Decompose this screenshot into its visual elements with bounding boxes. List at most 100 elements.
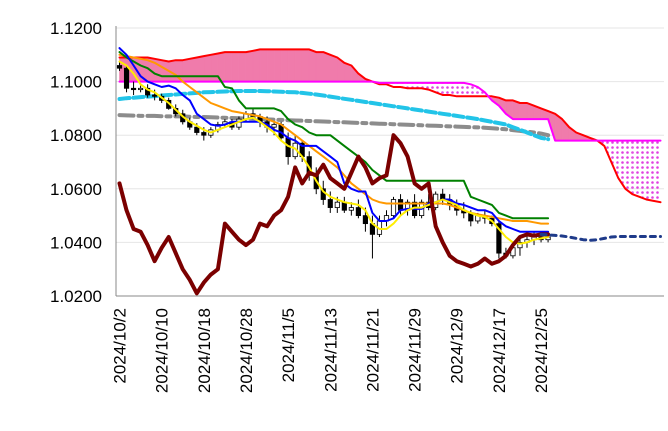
candle-body: [116, 65, 123, 69]
x-tick-label: 2024/10/10: [153, 308, 172, 393]
indicator-lines: [117, 48, 662, 204]
cloud-segment-9: [182, 58, 191, 82]
cloud-segment-20: [259, 49, 268, 82]
cloud-segment-48: [456, 82, 464, 97]
candle-body: [201, 132, 207, 136]
cloud-segment-75: [646, 140, 654, 201]
cloud-segment-42: [414, 82, 422, 89]
series-slow-ma: [118, 53, 550, 225]
cloud-segment-16: [231, 51, 240, 82]
candle-body: [271, 124, 277, 128]
candle-0: [116, 61, 123, 71]
cloud-segment-5: [154, 58, 162, 82]
cloud-segment-17: [238, 51, 247, 82]
candle-body: [152, 94, 158, 97]
y-tick-label: 1.0400: [50, 233, 102, 252]
y-tick-label: 1.0200: [50, 287, 102, 306]
candle-41: [404, 199, 411, 216]
x-tick-label: 2024/11/13: [321, 308, 340, 392]
candle-34: [355, 199, 361, 219]
candle-body: [355, 207, 361, 216]
cloud-segment-70: [611, 140, 619, 179]
series-cyan-ma: [117, 89, 551, 142]
candle-3: [138, 85, 144, 93]
candle-body: [517, 241, 523, 249]
candle-body: [130, 87, 137, 91]
candle-57: [517, 237, 523, 256]
candle-body: [327, 199, 333, 208]
cloud-segment-29: [323, 51, 331, 82]
y-tick-label: 1.1000: [50, 73, 102, 92]
cloud-segment-10: [189, 57, 198, 82]
candle-54: [496, 220, 502, 259]
candle-body: [334, 201, 340, 208]
candle-body: [138, 87, 144, 91]
x-tick-label: 2024/11/5: [279, 308, 298, 382]
x-tick-label: 2024/12/25: [532, 308, 551, 393]
y-tick-label: 1.1200: [50, 19, 102, 38]
cloud-segment-24: [287, 49, 296, 82]
series-span-a: [118, 80, 662, 142]
candle-body: [145, 87, 151, 96]
series-span-b: [118, 48, 662, 204]
cloud-segment-18: [245, 50, 254, 82]
cloud-segment-11: [196, 55, 205, 82]
cloud-segment-49: [463, 82, 471, 97]
x-tick-label: 2024/11/29: [406, 308, 425, 392]
candle-1: [123, 65, 130, 93]
candle-body: [496, 223, 502, 254]
cloud-segment-25: [294, 49, 303, 82]
candle-body: [362, 215, 368, 225]
candle-46: [440, 188, 446, 205]
x-axis-ticks: 2024/10/2 2024/10/10 2024/10/18 2024/10/28 2…: [111, 308, 552, 393]
candle-32: [341, 196, 347, 213]
cloud-segment-15: [224, 51, 233, 82]
candle-4: [145, 84, 151, 98]
series-conversion-line: [118, 47, 550, 233]
candle-30: [327, 191, 333, 213]
cloud-segment-47: [449, 82, 457, 97]
cloud-segment-21: [266, 49, 275, 82]
series-fast-ma: [118, 60, 550, 245]
x-tick-label: 2024/11/21: [363, 308, 382, 392]
cloud-segment-23: [280, 49, 289, 82]
cloud-segment-26: [301, 49, 310, 82]
series-forecast: [539, 232, 662, 242]
x-tick-label: 2024/12/17: [490, 308, 509, 393]
y-tick-label: 1.0600: [50, 180, 102, 199]
cloud-segment-41: [407, 82, 415, 89]
x-tick-label: 2024/10/28: [237, 308, 256, 393]
cloud-segment-28: [315, 51, 324, 82]
candle-42: [412, 194, 418, 219]
series-base-line: [118, 51, 550, 220]
candle-body: [348, 207, 354, 211]
cloud-segment-57: [519, 102, 528, 120]
series-lagging-span: [117, 133, 551, 296]
x-tick-label: 2024/10/2: [111, 308, 130, 384]
candle-body: [194, 126, 200, 133]
y-tick-label: 1.0800: [50, 126, 102, 145]
cloud-segment-19: [252, 49, 261, 82]
cloud-segment-22: [273, 49, 282, 82]
cloud-segment-39: [393, 82, 401, 87]
indicator-lines-top: [117, 47, 662, 296]
cloud-segment-76: [653, 140, 661, 203]
cloud-segment-46: [442, 82, 450, 95]
cloud-segment-71: [618, 140, 626, 189]
cloud-segment-12: [203, 54, 212, 82]
candle-body: [390, 199, 397, 217]
candle-39: [390, 196, 397, 219]
cloud-segment-74: [639, 140, 647, 200]
x-tick-label: 2024/12/9: [448, 308, 467, 384]
x-tick-label: 2024/10/18: [195, 308, 214, 393]
cloud-segment-72: [625, 140, 633, 195]
candle-38: [383, 210, 390, 227]
y-axis-ticks: 1.1200 1.1000 1.0800 1.0600 1.0400 1.0200: [50, 19, 102, 306]
series-gray-ma: [117, 113, 551, 138]
candle-body: [397, 199, 404, 211]
axes: [115, 26, 664, 297]
cloud-segment-27: [308, 49, 317, 82]
candle-2: [130, 81, 137, 95]
cloud-segment-73: [632, 140, 640, 197]
